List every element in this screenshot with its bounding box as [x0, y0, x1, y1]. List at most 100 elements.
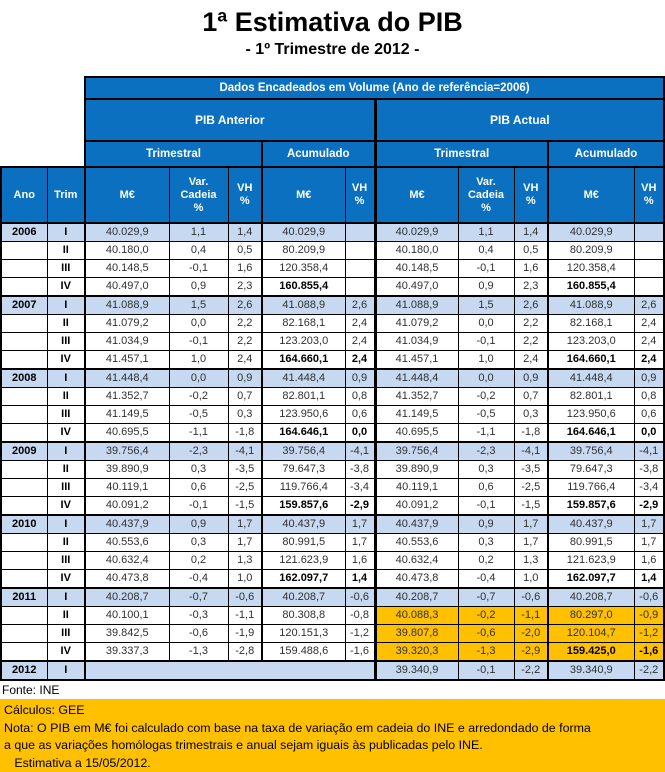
data-cell: 39.340,9: [373, 660, 458, 681]
data-cell: -1,1: [168, 423, 228, 442]
data-cell: 40.119,1: [373, 478, 458, 497]
quarter-cell: III: [46, 551, 85, 570]
data-cell: 0,8: [344, 387, 375, 406]
data-cell: [633, 277, 665, 296]
year-cell: [0, 241, 47, 260]
data-cell: 40.437,9: [547, 514, 634, 534]
data-cell: 41.448,4: [547, 368, 634, 388]
data-cell: 40.437,9: [261, 514, 345, 534]
section-header-row: PIB Anterior PIB Actual: [1, 98, 665, 142]
quarter-cell: I: [46, 587, 85, 607]
data-cell: 1,5: [168, 295, 228, 315]
data-cell: 1,7: [344, 514, 375, 534]
data-cell: 2,6: [633, 295, 665, 315]
data-cell: -0,1: [168, 259, 228, 278]
quarter-cell: IV: [46, 496, 85, 515]
data-cell: 2,4: [633, 332, 665, 351]
data-cell: 39.890,9: [84, 460, 169, 479]
col-header-vh-acum-act: VH %: [633, 166, 665, 224]
data-cell: -4,1: [633, 441, 665, 461]
data-cell: 80.209,9: [547, 241, 634, 260]
data-cell: 0,5: [227, 241, 262, 260]
section-pib-actual: PIB Actual: [373, 98, 665, 142]
data-cell: 39.756,4: [373, 441, 458, 461]
table-row: 2008 I 41.448,4 0,0 0,9 41.448,4 0,9 41.448,4 0,…: [0, 368, 665, 388]
data-cell: -2,2: [633, 660, 665, 681]
quarter-cell: I: [46, 295, 85, 315]
data-cell: 41.088,9: [261, 295, 345, 315]
data-cell: 40.029,9: [84, 222, 169, 242]
data-cell: -1,9: [227, 624, 262, 643]
quarter-cell: III: [46, 332, 85, 351]
data-cell: [344, 259, 375, 278]
data-cell: -0,6: [227, 587, 262, 607]
data-cell: 162.097,7: [261, 569, 345, 588]
data-cell: 2,6: [227, 295, 262, 315]
subheader-trimestral-anterior: Trimestral: [84, 140, 263, 168]
year-cell: [0, 423, 47, 442]
data-cell: -2,2: [513, 660, 548, 681]
data-cell: 0,3: [168, 533, 228, 552]
data-cell: -1,1: [513, 606, 548, 625]
data-cell: 41.149,5: [84, 405, 169, 424]
source-note: Fonte: INE: [2, 683, 60, 697]
empty-anterior-cell: [84, 660, 375, 681]
data-cell: 164.646,1: [547, 423, 634, 442]
data-cell: 160.855,4: [547, 277, 634, 296]
data-cell: 0,5: [513, 241, 548, 260]
subsection-header-row: Trimestral Acumulado Trimestral Acumulad…: [1, 140, 665, 168]
table-row: III 39.842,5 -0,6 -1,9 120.151,3 -1,2 39.807,8…: [0, 624, 665, 643]
data-cell: 40.695,5: [84, 423, 169, 442]
quarter-cell: II: [46, 387, 85, 406]
year-cell: [0, 624, 47, 643]
data-cell: [633, 259, 665, 278]
data-cell: -2,8: [227, 642, 262, 661]
data-cell: 80.308,8: [261, 606, 345, 625]
data-cell: 40.091,2: [84, 496, 169, 515]
table-row: IV 40.497,0 0,9 2,3 160.855,4 40.497,0 0,9 2,3 1…: [0, 277, 665, 296]
data-cell: 2,6: [344, 295, 375, 315]
data-cell: 0,9: [513, 368, 548, 388]
data-cell: 1,4: [513, 222, 548, 242]
data-cell: -0,2: [457, 606, 514, 625]
year-cell: [0, 551, 47, 570]
data-cell: -3,4: [633, 478, 665, 497]
data-cell: -0,1: [457, 332, 514, 351]
data-cell: -2,3: [168, 441, 228, 461]
table-row: 2010 I 40.437,9 0,9 1,7 40.437,9 1,7 40.437,9 0,…: [0, 514, 665, 534]
data-cell: 0,2: [457, 551, 514, 570]
data-cell: -2,3: [457, 441, 514, 461]
table-row: II 40.553,6 0,3 1,7 80.991,5 1,7 40.553,6 0,3 1,…: [0, 533, 665, 552]
data-cell: 39.756,4: [547, 441, 634, 461]
data-cell: 40.029,9: [547, 222, 634, 242]
data-cell: 0,7: [513, 387, 548, 406]
data-cell: -3,8: [633, 460, 665, 479]
year-cell: [0, 569, 47, 588]
data-cell: 39.340,9: [547, 660, 634, 681]
data-cell: -0,6: [513, 587, 548, 607]
data-cell: 40.695,5: [373, 423, 458, 442]
data-cell: 0,0: [168, 368, 228, 388]
data-cell: -0,5: [457, 405, 514, 424]
data-cell: 0,0: [344, 423, 375, 442]
data-cell: 2,6: [513, 295, 548, 315]
data-cell: 1,3: [513, 551, 548, 570]
data-cell: -1,8: [513, 423, 548, 442]
table-row: 2012 I 39.340,9 -0,1 -2,2 39.340,9 -2,2: [0, 660, 665, 681]
band-title-row: Dados Encadeados em Volume (Ano de refer…: [1, 76, 665, 100]
year-cell: [0, 277, 47, 296]
corner-spacer: [1, 99, 85, 141]
quarter-cell: IV: [46, 423, 85, 442]
subheader-acumulado-anterior: Acumulado: [261, 140, 376, 168]
data-cell: 120.104,7: [547, 624, 634, 643]
page-title: 1ª Estimativa do PIB: [202, 7, 463, 37]
data-cell: 2,2: [227, 314, 262, 333]
data-cell: 2,3: [513, 277, 548, 296]
data-cell: 0,9: [227, 368, 262, 388]
data-cell: 40.088,3: [373, 606, 458, 625]
data-cell: 82.801,1: [547, 387, 634, 406]
column-header-row: Ano Trim M€ Var. Cadeia % VH % M€ VH % M…: [0, 166, 665, 224]
data-cell: 1,7: [633, 514, 665, 534]
data-cell: 40.473,8: [373, 569, 458, 588]
data-cell: 0,7: [227, 387, 262, 406]
